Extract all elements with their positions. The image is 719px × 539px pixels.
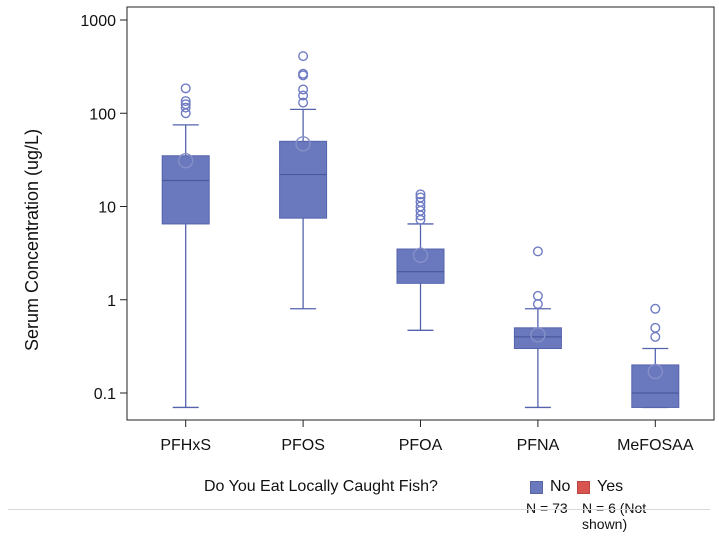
x-tick-label: MeFOSAA bbox=[617, 437, 694, 454]
outlier-point bbox=[650, 322, 661, 333]
divider-line bbox=[8, 509, 710, 510]
outlier-point bbox=[298, 68, 309, 79]
box-mefosaa bbox=[631, 303, 680, 409]
y-ticks: 0.1 1 10 100 1000 bbox=[80, 13, 127, 403]
y-tick-label: 10 bbox=[98, 200, 116, 217]
box-iqr bbox=[161, 155, 210, 225]
outlier-point bbox=[298, 90, 309, 101]
legend-item-no: No bbox=[530, 478, 570, 496]
outlier-point bbox=[532, 299, 543, 310]
box-plot-chart: 0.1 1 10 100 1000 PFHxS PFOS PFOA PFNA MeFOSAA S… bbox=[22, 6, 715, 454]
outlier-point bbox=[298, 51, 309, 62]
outlier-point bbox=[415, 189, 426, 200]
outlier-point bbox=[415, 192, 426, 203]
y-axis-label: Serum Concentration (ug/L) bbox=[22, 129, 42, 351]
box-iqr bbox=[279, 140, 328, 219]
plot-frame bbox=[126, 6, 715, 421]
box-iqr bbox=[396, 248, 445, 284]
box-pfhxs bbox=[161, 83, 210, 409]
mean-marker bbox=[530, 327, 546, 343]
y-tick-label: 100 bbox=[89, 106, 116, 123]
y-tick-label: 0.1 bbox=[94, 386, 116, 403]
outlier-point bbox=[298, 84, 309, 95]
legend-label-no: No bbox=[550, 478, 571, 495]
legend-label-yes: Yes bbox=[597, 478, 624, 495]
x-tick-label: PFHxS bbox=[160, 437, 211, 454]
legend-swatch-no bbox=[530, 480, 543, 494]
legend-item-yes: Yes bbox=[577, 478, 623, 496]
outlier-point bbox=[298, 97, 309, 108]
box-pfna bbox=[513, 246, 562, 409]
mean-marker bbox=[177, 152, 194, 169]
box-pfoa bbox=[396, 189, 445, 331]
outlier-point bbox=[532, 290, 543, 301]
x-tick-label: PFOA bbox=[399, 437, 443, 454]
box-iqr bbox=[631, 364, 680, 408]
legend-swatch-yes bbox=[577, 480, 590, 494]
mean-marker bbox=[295, 136, 311, 152]
x-tick-label: PFNA bbox=[517, 437, 560, 454]
outlier-point bbox=[180, 102, 191, 113]
outlier-point bbox=[180, 99, 191, 110]
mean-marker bbox=[647, 363, 663, 380]
outlier-point bbox=[650, 303, 661, 314]
legend-note-yes: N = 6 (Not shown) bbox=[582, 500, 647, 532]
legend-note-no: N = 73 bbox=[526, 500, 568, 516]
x-ticks: PFHxS PFOS PFOA PFNA MeFOSAA bbox=[160, 420, 694, 454]
outlier-point bbox=[180, 83, 191, 94]
box-pfos bbox=[279, 51, 328, 310]
axes bbox=[126, 6, 715, 421]
legend: Do You Eat Locally Caught Fish? No Yes N… bbox=[0, 470, 719, 539]
boxes bbox=[161, 51, 680, 409]
outlier-point bbox=[532, 246, 543, 257]
x-tick-label: PFOS bbox=[281, 437, 325, 454]
y-tick-label: 1 bbox=[107, 293, 116, 310]
outlier-point bbox=[415, 196, 426, 207]
outlier-point bbox=[650, 331, 661, 342]
y-tick-label: 1000 bbox=[80, 13, 116, 30]
mean-marker bbox=[412, 247, 429, 263]
box-iqr bbox=[513, 327, 562, 350]
outlier-point bbox=[180, 96, 191, 107]
legend-title: Do You Eat Locally Caught Fish? bbox=[204, 478, 438, 495]
